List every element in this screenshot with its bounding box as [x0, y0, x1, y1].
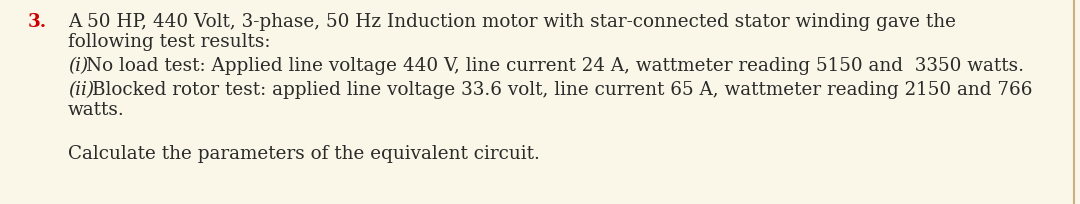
- Text: No load test: Applied line voltage 440 V, line current 24 A, wattmeter reading 5: No load test: Applied line voltage 440 V…: [86, 57, 1024, 75]
- Text: following test results:: following test results:: [68, 33, 270, 51]
- Text: 3.: 3.: [28, 13, 48, 31]
- Text: (i): (i): [68, 57, 89, 75]
- Text: Blocked rotor test: applied line voltage 33.6 volt, line current 65 A, wattmeter: Blocked rotor test: applied line voltage…: [92, 81, 1032, 99]
- Text: watts.: watts.: [68, 101, 125, 118]
- Text: Calculate the parameters of the equivalent circuit.: Calculate the parameters of the equivale…: [68, 144, 540, 162]
- Text: A 50 HP, 440 Volt, 3-phase, 50 Hz Induction motor with star-connected stator win: A 50 HP, 440 Volt, 3-phase, 50 Hz Induct…: [68, 13, 956, 31]
- Text: (ii): (ii): [68, 81, 94, 99]
